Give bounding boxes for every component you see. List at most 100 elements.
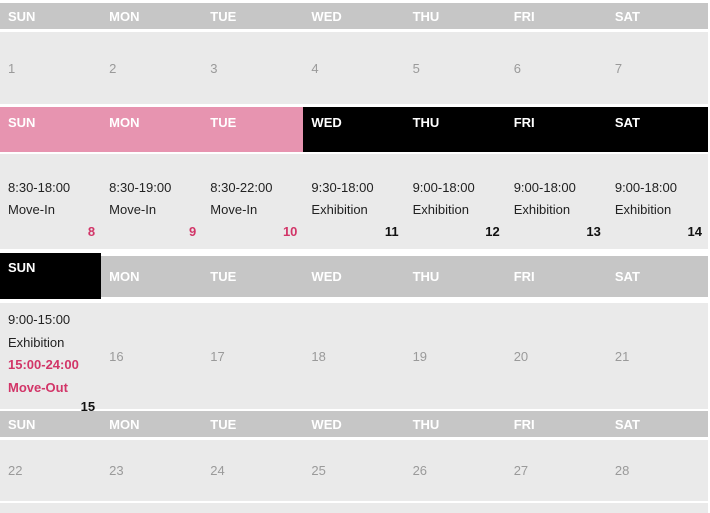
- day-cell-14: 9:00-18:00 Exhibition 14: [607, 154, 708, 249]
- event-time: 9:00-18:00: [614, 180, 678, 195]
- weekday-header-sun: SUN: [0, 253, 102, 299]
- day-number: 2: [109, 60, 117, 76]
- day-cell-23: 23: [101, 440, 202, 501]
- day-cell-21: 21: [607, 303, 708, 409]
- weekday-header-fri: FRI: [505, 107, 607, 152]
- day-cell-19: 19: [405, 303, 506, 409]
- day-number: 10: [282, 224, 298, 239]
- day-cell-13: 9:00-18:00 Exhibition 13: [506, 154, 607, 249]
- event-label: Move-In: [210, 202, 258, 217]
- weekday-header-thu: THU: [404, 107, 506, 152]
- event-label: Exhibition: [513, 202, 571, 217]
- day-number: 22: [8, 463, 23, 478]
- weekday-header-row-3: SUN MON TUE WED THU FRI SAT: [0, 253, 708, 299]
- day-number: 6: [513, 60, 521, 76]
- day-number: 4: [311, 60, 319, 76]
- day-number: 12: [485, 224, 500, 239]
- weekday-header-row-1: SUN MON TUE WED THU FRI SAT: [0, 3, 708, 29]
- weekday-header-tue: TUE: [202, 107, 304, 152]
- day-cell-8: 8:30-18:00 Move-In 8: [0, 154, 101, 249]
- weekday-header-thu: THU: [404, 256, 506, 297]
- weekday-header-sat: SAT: [606, 3, 708, 29]
- day-cell-18: 18: [303, 303, 404, 409]
- day-cell-7: 7: [607, 32, 708, 104]
- weekday-header-tue: TUE: [202, 411, 304, 437]
- day-cell-2: 2: [101, 32, 202, 104]
- weekday-header-wed: WED: [303, 3, 405, 29]
- weekday-header-sat: SAT: [606, 107, 708, 152]
- day-cell-26: 26: [405, 440, 506, 501]
- day-number: 16: [109, 348, 124, 364]
- event-label: Exhibition: [614, 202, 672, 217]
- day-number: 1: [8, 60, 16, 76]
- weekday-header-fri: FRI: [505, 256, 607, 297]
- event-time: 15:00-24:00: [8, 357, 79, 372]
- day-cell-3: 3: [202, 32, 303, 104]
- day-number: 8: [87, 224, 96, 239]
- day-number: 21: [614, 348, 630, 364]
- day-cell-4: 4: [303, 32, 404, 104]
- weekday-header-sun: SUN: [0, 3, 102, 29]
- day-cell-20: 20: [506, 303, 607, 409]
- weekday-header-sun: SUN: [0, 107, 102, 152]
- day-cell-22: 22: [0, 440, 101, 501]
- day-cell-1: 1: [0, 32, 101, 104]
- day-cell-5: 5: [405, 32, 506, 104]
- day-number: 5: [412, 60, 420, 76]
- day-cell-25: 25: [303, 440, 404, 501]
- weekday-header-mon: MON: [101, 411, 203, 437]
- weekday-header-row-4: SUN MON TUE WED THU FRI SAT: [0, 411, 708, 437]
- event-label: Move-In: [109, 202, 157, 217]
- day-cell-12: 9:00-18:00 Exhibition 12: [405, 154, 506, 249]
- partial-next-row-strip: [0, 503, 708, 513]
- event-time: 8:30-22:00: [210, 180, 273, 195]
- event-label: Exhibition: [8, 334, 65, 350]
- day-cell-6: 6: [506, 32, 607, 104]
- day-number: 20: [513, 348, 529, 364]
- day-cell-15: 9:00-15:00 Exhibition 15:00-24:00 Move-O…: [0, 303, 101, 414]
- weekday-header-tue: TUE: [202, 3, 304, 29]
- day-cell-17: 17: [202, 303, 303, 409]
- event-label: Move-Out: [8, 379, 68, 395]
- day-number: 26: [412, 463, 428, 478]
- weekday-header-wed: WED: [303, 411, 405, 437]
- event-label: Exhibition: [412, 202, 469, 217]
- day-number: 15: [80, 399, 96, 414]
- weekday-header-sat: SAT: [606, 411, 708, 437]
- week-row-2: 8:30-18:00 Move-In 8 8:30-19:00 Move-In …: [0, 154, 708, 249]
- day-number: 28: [614, 463, 630, 478]
- weekday-header-wed: WED: [303, 107, 405, 152]
- day-number: 11: [384, 224, 399, 239]
- day-number: 14: [687, 224, 702, 239]
- day-number: 19: [412, 348, 428, 364]
- event-time: 8:30-19:00: [109, 180, 172, 195]
- weekday-header-sat: SAT: [606, 256, 708, 297]
- weekday-header-thu: THU: [404, 3, 506, 29]
- week-row-1: 1 2 3 4 5 6 7: [0, 32, 708, 104]
- day-number: 27: [513, 463, 529, 478]
- weekday-header-mon: MON: [101, 107, 203, 152]
- day-number: 23: [109, 463, 124, 478]
- day-number: 7: [614, 60, 623, 76]
- day-number: 3: [210, 60, 218, 76]
- weekday-header-fri: FRI: [505, 411, 607, 437]
- weekday-header-mon: MON: [101, 256, 203, 297]
- weekday-header-tue: TUE: [202, 256, 304, 297]
- weekday-header-wed: WED: [303, 256, 405, 297]
- weekday-header-thu: THU: [404, 411, 506, 437]
- day-number: 17: [210, 348, 225, 364]
- day-cell-9: 8:30-19:00 Move-In 9: [101, 154, 202, 249]
- event-time: 9:00-15:00: [8, 312, 71, 327]
- week-row-4: 22 23 24 25 26 27 28: [0, 440, 708, 501]
- day-cell-16: 16: [101, 303, 202, 409]
- week-row-3: 9:00-15:00 Exhibition 15:00-24:00 Move-O…: [0, 303, 708, 414]
- event-time: 9:00-18:00: [513, 180, 576, 195]
- weekday-header-mon: MON: [101, 3, 203, 29]
- day-number: 9: [189, 224, 197, 239]
- event-label: Move-In: [8, 202, 55, 217]
- day-number: 18: [311, 348, 326, 364]
- event-time: 9:30-18:00: [311, 180, 374, 195]
- day-cell-24: 24: [202, 440, 303, 501]
- day-cell-10: 8:30-22:00 Move-In 10: [202, 154, 303, 249]
